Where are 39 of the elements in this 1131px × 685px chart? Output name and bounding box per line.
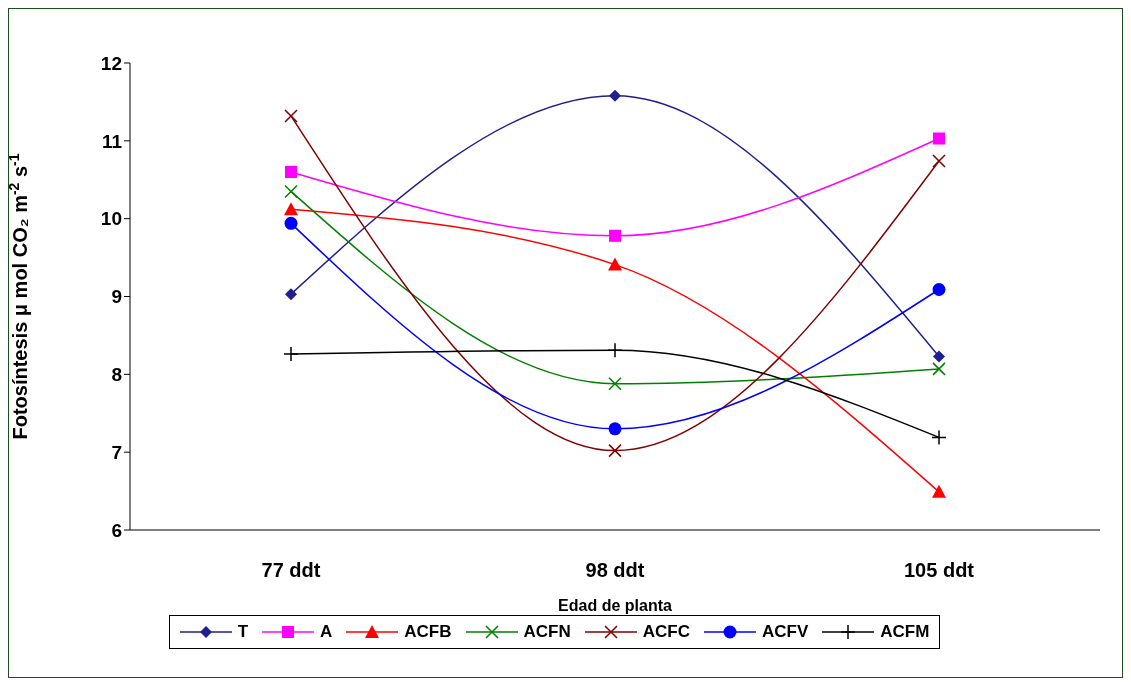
- point: [608, 443, 622, 458]
- point: [931, 429, 947, 446]
- point: [284, 109, 298, 123]
- point: [933, 350, 945, 363]
- point: [932, 154, 946, 168]
- point: [933, 132, 945, 145]
- x-tick-label: 105 ddt: [903, 559, 975, 582]
- point: [285, 288, 297, 301]
- point: [932, 283, 946, 296]
- x-tick-label: 77 ddt: [261, 559, 321, 582]
- point: [283, 346, 299, 362]
- y-tick-label: 12: [100, 52, 122, 74]
- y-tick-label: 11: [101, 130, 123, 152]
- y-tick-label: 6: [111, 519, 122, 541]
- x-tick-label: 98 ddt: [585, 559, 645, 582]
- legend-label: ACFB: [403, 622, 452, 642]
- y-tick-label: 7: [111, 441, 122, 463]
- legend-label: ACFC: [641, 622, 690, 642]
- legend-label: A: [319, 622, 333, 642]
- point: [285, 165, 297, 178]
- legend-label: ACFN: [522, 622, 571, 642]
- point: [284, 202, 298, 216]
- x-axis-title: Edad de planta: [558, 597, 672, 614]
- legend-label: ACFM: [879, 622, 930, 642]
- point: [608, 376, 622, 391]
- point: [932, 362, 946, 376]
- point: [608, 422, 622, 436]
- point: [284, 216, 298, 230]
- point: [608, 257, 622, 271]
- y-tick-label: 9: [111, 286, 122, 308]
- point: [607, 342, 623, 358]
- y-tick-label: 8: [111, 364, 122, 386]
- point: [284, 184, 298, 199]
- legend-label: T: [236, 622, 249, 642]
- point: [932, 484, 946, 498]
- y-tick-label: 10: [100, 208, 122, 230]
- legend-label: ACFV: [760, 622, 809, 642]
- point: [609, 229, 621, 242]
- point: [609, 89, 621, 102]
